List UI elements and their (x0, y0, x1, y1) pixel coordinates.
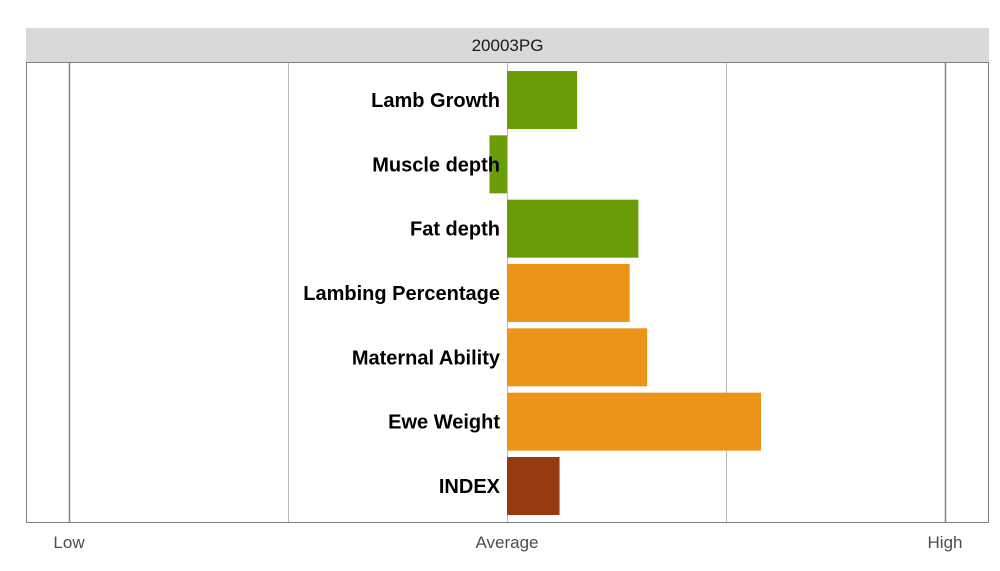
bar-label: Lambing Percentage (303, 283, 500, 305)
bar-muscle-depth (489, 135, 507, 194)
bar-lamb-growth (507, 71, 578, 129)
bar-label: Lamb Growth (371, 90, 500, 112)
x-tick-label: High (928, 533, 963, 552)
facet-title: 20003PG (472, 36, 544, 55)
bar-ewe-weight (507, 392, 762, 451)
bar-label: Ewe Weight (388, 412, 500, 434)
bars (489, 71, 762, 515)
facet-strip (26, 28, 989, 62)
x-tick-label: Average (475, 533, 538, 552)
bar-lambing-percentage (507, 264, 630, 322)
x-tick-label: Low (53, 533, 85, 552)
panel-border (26, 62, 989, 523)
bar-label: Muscle depth (372, 154, 500, 176)
bar-index (507, 457, 560, 515)
bar-labels: Lamb Growth Muscle depth Fat depth Lambing … (303, 90, 501, 498)
bar-label: Maternal Ability (352, 347, 501, 369)
bar-maternal-ability (507, 328, 648, 387)
bar-label: INDEX (439, 476, 501, 498)
bar-fat-depth (507, 199, 639, 258)
bar-label: Fat depth (410, 219, 500, 241)
x-axis-ticks: Low Average High (53, 533, 962, 552)
